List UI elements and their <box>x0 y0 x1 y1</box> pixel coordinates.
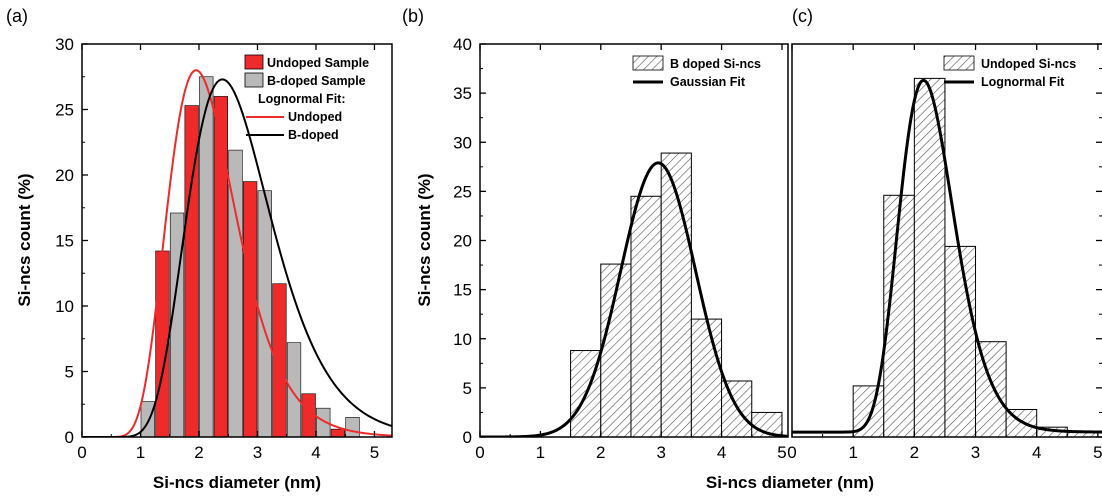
chart-panel-a: 0 1 2 3 4 5 0 5 10 15 20 25 30 Undoped Sample B-dope… <box>15 35 393 492</box>
x-axis-title-a: Si-ncs diameter (nm) <box>153 473 321 492</box>
x-tick-label-4: 4 <box>311 443 320 462</box>
y-tick-label-20: 20 <box>55 166 74 185</box>
legend-b: B doped Si-ncs Gaussian Fit <box>632 55 761 89</box>
legend-swatch-b-doped-sample <box>244 72 264 88</box>
fit-curve-undoped <box>82 69 392 437</box>
legend-fit-title: Lognormal Fit: <box>258 92 346 106</box>
bar-b-doped-si-ncs-4 <box>690 318 723 437</box>
x-tick-label-5: 5 <box>370 443 379 462</box>
fit-curve-gaussian-fit <box>480 161 788 437</box>
panel-label-a: (a) <box>6 6 28 26</box>
plot-frame-c <box>791 43 1102 438</box>
legend-label-b-doped-si-ncs: B doped Si-ncs <box>670 57 761 71</box>
x-tick-label-0: 0 <box>475 443 484 462</box>
fit-curve-lognormal-fit <box>792 78 1102 434</box>
x-tick-label-4: 4 <box>717 443 726 462</box>
legend-a: Undoped Sample B-doped Sample Lognormal … <box>244 54 369 142</box>
bar-undoped-sample-6 <box>330 428 346 437</box>
panel-label-b: (b) <box>402 6 424 26</box>
chart-panel-c: 0 1 2 3 4 5 Undoped Si-ncs Lognormal Fit <box>787 43 1102 462</box>
bar-b-doped-sample-3 <box>228 149 243 437</box>
bar-undoped-sample-4 <box>272 283 287 437</box>
y-tick-label-0: 0 <box>65 428 74 447</box>
x-tick-label-5: 5 <box>777 443 786 462</box>
y-tick-label-5: 5 <box>65 363 74 382</box>
y-tick-label-35: 35 <box>453 84 472 103</box>
y-tick-label-30: 30 <box>453 133 472 152</box>
legend-c: Undoped Si-ncs Lognormal Fit <box>943 55 1076 89</box>
y-tick-label-0: 0 <box>463 428 472 447</box>
legend-label-b-doped-fit: B-doped <box>288 128 339 142</box>
bar-undoped-si-ncs-4 <box>975 341 1007 437</box>
y-tick-label-30: 30 <box>55 35 74 54</box>
bar-undoped-si-ncs-3 <box>944 245 977 437</box>
y-axis-title-a: Si-ncs count (%) <box>15 173 34 306</box>
legend-label-undoped-si-ncs: Undoped Si-ncs <box>981 57 1076 71</box>
x-tick-label-1: 1 <box>848 443 857 462</box>
bar-b-doped-sample-5 <box>286 342 302 437</box>
x-tick-label-0: 0 <box>787 443 796 462</box>
x-tick-label-1: 1 <box>136 443 145 462</box>
y-tick-label-10: 10 <box>55 297 74 316</box>
legend-label-undoped-fit: Undoped <box>288 110 342 124</box>
legend-label-lognormal-fit: Lognormal Fit <box>981 75 1065 89</box>
y-tick-label-20: 20 <box>453 232 472 251</box>
x-tick-label-4: 4 <box>1032 443 1041 462</box>
bar-b-doped-si-ncs-2 <box>630 195 662 437</box>
y-tick-label-25: 25 <box>55 101 74 120</box>
bar-undoped-sample-2 <box>213 96 229 437</box>
bar-b-doped-sample-0 <box>140 401 155 437</box>
panel-label-c: (c) <box>792 6 813 26</box>
chart-panel-b: 0 1 2 3 4 5 0 5 10 15 20 25 30 35 40 B doped Si-ncs Ga… <box>415 35 789 462</box>
legend-label-b-doped-sample: B-doped Sample <box>267 74 366 88</box>
legend-swatch-undoped-sample <box>244 54 264 70</box>
legend-label-gaussian-fit: Gaussian Fit <box>670 75 746 89</box>
bar-undoped-sample-3 <box>243 181 258 437</box>
x-tick-label-1: 1 <box>536 443 545 462</box>
bar-b-doped-sample-7 <box>345 417 360 437</box>
bar-b-doped-sample-2 <box>199 76 214 437</box>
y-tick-label-5: 5 <box>463 379 472 398</box>
legend-swatch-b-doped-si-ncs <box>632 55 664 71</box>
y-axis-title-b: Si-ncs count (%) <box>415 173 434 306</box>
x-tick-label-0: 0 <box>77 443 86 462</box>
x-tick-label-2: 2 <box>596 443 605 462</box>
x-tick-label-2: 2 <box>194 443 203 462</box>
fit-curve-b-doped <box>82 78 392 437</box>
y-tick-label-10: 10 <box>453 330 472 349</box>
bar-b-doped-si-ncs-3 <box>660 152 692 437</box>
y-tick-label-15: 15 <box>453 281 472 300</box>
y-tick-label-40: 40 <box>453 35 472 54</box>
x-tick-label-3: 3 <box>971 443 980 462</box>
x-tick-label-3: 3 <box>656 443 665 462</box>
legend-swatch-undoped-si-ncs <box>943 55 975 71</box>
x-tick-label-5: 5 <box>1093 443 1102 462</box>
y-tick-label-25: 25 <box>453 182 472 201</box>
legend-label-undoped-sample: Undoped Sample <box>267 56 369 70</box>
x-tick-label-2: 2 <box>910 443 919 462</box>
x-axis-title-shared: Si-ncs diameter (nm) <box>706 473 874 492</box>
y-tick-label-15: 15 <box>55 232 74 251</box>
x-tick-label-3: 3 <box>253 443 262 462</box>
